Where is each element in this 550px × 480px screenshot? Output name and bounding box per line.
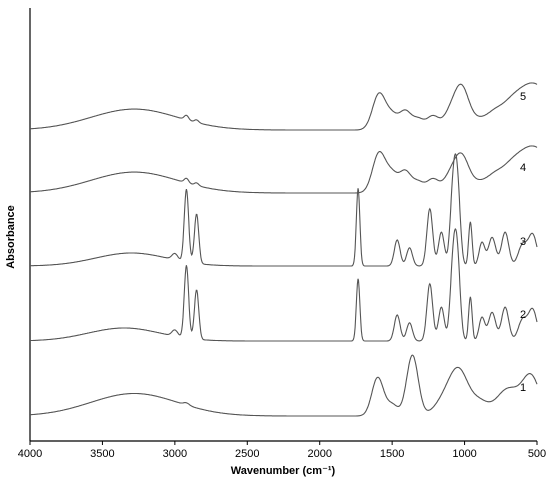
y-axis-label: Absorbance (5, 205, 17, 269)
x-tick-label: 3500 (90, 448, 114, 460)
series-lines (29, 82, 538, 417)
x-tick-label: 500 (528, 448, 546, 460)
series-label-2: 2 (520, 309, 526, 321)
series-label-3: 3 (520, 236, 526, 248)
spectrum-line-3 (30, 153, 538, 267)
series-labels: 5 4 3 2 1 (520, 91, 526, 394)
x-tick-label: 2000 (307, 448, 331, 460)
x-tick-label: 2500 (235, 448, 259, 460)
series-label-4: 4 (520, 162, 526, 174)
series-label-5: 5 (520, 91, 526, 103)
spectrum-line-4 (30, 145, 538, 194)
x-tick-label: 1000 (452, 448, 476, 460)
x-tick-label: 4000 (18, 448, 42, 460)
x-axis-label: Wavenumber (cm⁻¹) (231, 465, 336, 477)
spectrum-line-1 (30, 354, 538, 417)
series-label-1: 1 (520, 382, 526, 394)
x-ticks: 4000 3500 3000 2500 2000 1500 1000 500 (18, 441, 546, 460)
x-tick-label: 3000 (163, 448, 187, 460)
x-tick-label: 1500 (380, 448, 404, 460)
spectrum-line-5 (30, 82, 538, 131)
spectrum-line-2 (29, 228, 538, 342)
